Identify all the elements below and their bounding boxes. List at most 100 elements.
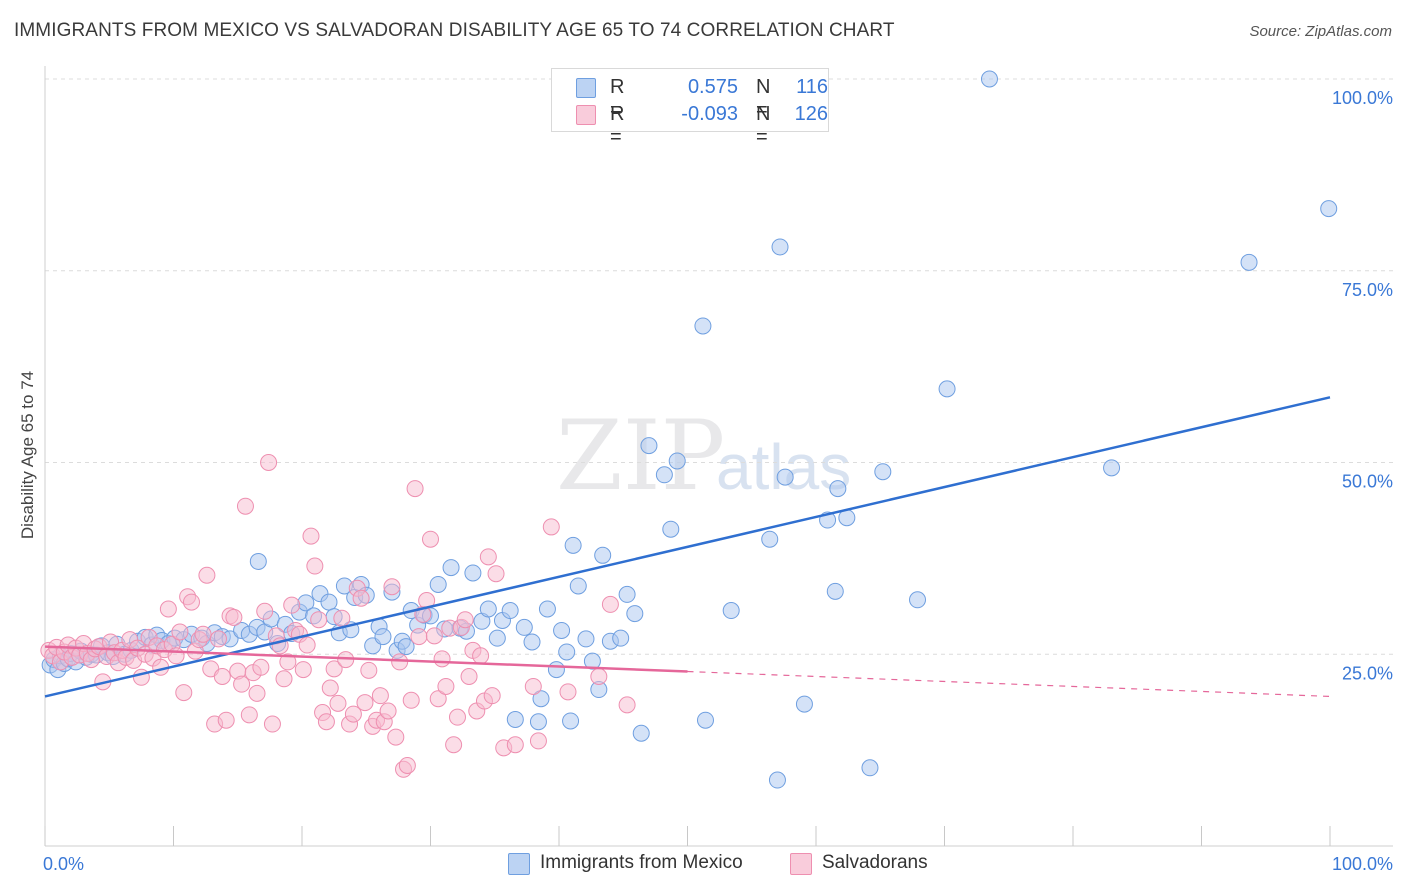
point-salvadoran xyxy=(317,713,335,731)
point-mexico xyxy=(722,602,740,620)
x-tick-label: 100.0% xyxy=(1332,854,1393,874)
point-mexico xyxy=(909,591,927,609)
point-salvadoran xyxy=(344,705,362,723)
point-salvadoran xyxy=(387,728,405,746)
series-swatch-salvadorans xyxy=(790,853,812,875)
legend-r-value: 0.575 xyxy=(687,76,738,98)
y-tick-label: 100.0% xyxy=(1332,88,1393,108)
point-salvadoran xyxy=(236,497,254,515)
point-mexico xyxy=(569,577,587,595)
point-salvadoran xyxy=(198,566,216,584)
point-salvadoran xyxy=(445,736,463,754)
point-mexico xyxy=(640,437,658,455)
chart-title: IMMIGRANTS FROM MEXICO VS SALVADORAN DIS… xyxy=(14,20,895,41)
legend-n-value: 126 xyxy=(794,103,828,125)
point-salvadoran xyxy=(406,480,424,498)
point-salvadoran xyxy=(263,715,281,733)
point-salvadoran xyxy=(371,687,389,705)
point-salvadoran xyxy=(321,679,339,697)
point-mexico xyxy=(761,530,779,548)
legend-n-label: N = xyxy=(756,103,771,148)
point-salvadoran xyxy=(325,660,343,678)
point-salvadoran xyxy=(194,625,212,643)
point-salvadoran xyxy=(240,706,258,724)
point-salvadoran xyxy=(182,593,200,611)
point-mexico xyxy=(488,629,506,647)
point-mexico xyxy=(374,628,392,646)
y-tick-label: 75.0% xyxy=(1342,280,1393,300)
trendline-salvadorans-extension xyxy=(687,670,1331,698)
point-salvadoran xyxy=(352,589,370,607)
point-salvadoran xyxy=(472,647,490,665)
point-mexico xyxy=(397,638,415,656)
point-salvadoran xyxy=(460,667,478,685)
point-salvadoran xyxy=(398,756,416,774)
point-mexico xyxy=(938,380,956,398)
point-mexico xyxy=(980,70,998,88)
point-mexico xyxy=(694,317,712,335)
point-salvadoran xyxy=(233,675,251,693)
point-salvadoran xyxy=(479,548,497,566)
point-mexico xyxy=(1103,459,1121,477)
point-mexico xyxy=(479,600,497,618)
point-salvadoran xyxy=(391,653,409,671)
point-mexico xyxy=(632,724,650,742)
trendline-salvadorans xyxy=(44,645,688,673)
point-mexico xyxy=(562,712,580,730)
point-salvadoran xyxy=(256,602,274,620)
point-salvadoran xyxy=(252,658,270,676)
x-tick-label: 0.0% xyxy=(43,854,84,874)
point-mexico xyxy=(662,520,680,538)
series-label-mexico: Immigrants from Mexico xyxy=(540,852,743,873)
point-mexico xyxy=(320,593,338,611)
correlation-legend: R = 0.575 N = 116 R = -0.093 N = 126 xyxy=(551,68,829,148)
point-mexico xyxy=(583,652,601,670)
point-mexico xyxy=(547,661,565,679)
watermark-zip: ZIP xyxy=(556,400,726,512)
point-salvadoran xyxy=(225,608,243,626)
point-mexico xyxy=(612,629,630,647)
point-salvadoran xyxy=(618,696,636,714)
point-salvadoran xyxy=(456,611,474,629)
point-salvadoran xyxy=(448,708,466,726)
point-salvadoran xyxy=(279,653,297,671)
point-salvadoran xyxy=(248,684,266,702)
point-mexico xyxy=(577,630,595,648)
point-salvadoran xyxy=(360,661,378,679)
point-salvadoran xyxy=(333,609,351,627)
legend-r-label: R = xyxy=(610,103,625,148)
point-salvadoran xyxy=(275,670,293,688)
point-salvadoran xyxy=(298,636,316,654)
point-mexico xyxy=(618,585,636,603)
point-mexico xyxy=(655,466,673,484)
point-mexico xyxy=(795,695,813,713)
point-salvadoran xyxy=(410,628,428,646)
point-mexico xyxy=(668,452,686,470)
point-salvadoran xyxy=(433,650,451,668)
point-mexico xyxy=(442,559,460,577)
legend-n-value: 116 xyxy=(796,76,828,98)
legend-swatch-salvadorans xyxy=(576,105,596,125)
point-salvadoran xyxy=(524,677,542,695)
point-mexico xyxy=(1240,253,1258,271)
point-salvadoran xyxy=(559,683,577,701)
point-mexico xyxy=(515,618,533,636)
point-salvadoran xyxy=(487,565,505,583)
point-mexico xyxy=(829,480,847,498)
point-salvadoran xyxy=(425,627,443,645)
point-mexico xyxy=(429,575,447,593)
point-mexico xyxy=(529,713,547,731)
point-salvadoran xyxy=(213,667,231,685)
point-mexico xyxy=(558,643,576,661)
point-salvadoran xyxy=(306,557,324,575)
legend-r-label: R = xyxy=(610,76,625,121)
point-mexico xyxy=(626,605,644,623)
point-salvadoran xyxy=(329,694,347,712)
point-salvadoran xyxy=(379,702,397,720)
point-salvadoran xyxy=(294,661,312,679)
point-salvadoran xyxy=(167,647,185,665)
legend-r-value: -0.093 xyxy=(681,103,738,125)
point-salvadoran xyxy=(590,667,608,685)
legend-swatch-mexico xyxy=(576,78,596,98)
